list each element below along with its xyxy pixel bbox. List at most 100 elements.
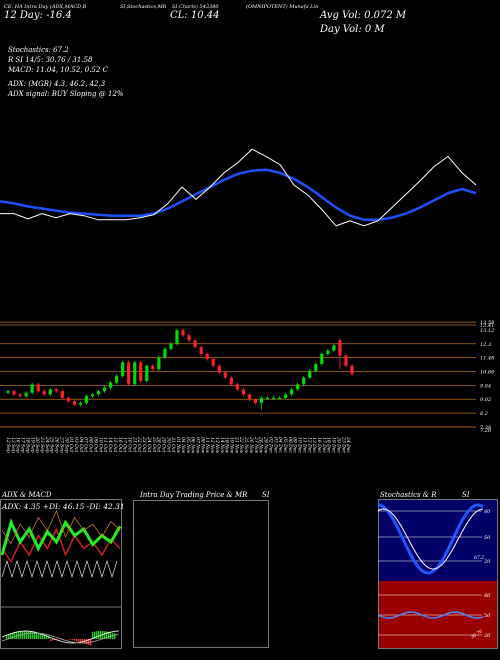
intraday-panel-frame (133, 500, 269, 648)
macd-histogram-bar (46, 635, 48, 639)
date-tick-label: 19 Sep (29, 437, 35, 453)
macd-histogram-bar (82, 639, 84, 644)
candle-body (241, 389, 245, 395)
candle-body (54, 389, 58, 392)
date-tick-label: 01 Oct (68, 437, 74, 452)
stochastics-panel-title-suffix: SI (462, 491, 470, 499)
date-tick-label: 11 Oct (102, 437, 108, 452)
date-tick-label: 17 Dec (321, 437, 327, 453)
candle-body (199, 347, 203, 354)
macd-histogram-bar (36, 632, 38, 639)
date-axis: 12 Sep 13 Sep 16 Sep 17 Sep 18 Sep 19 Sep 20 S… (5, 436, 351, 454)
candle-body (265, 397, 270, 400)
date-tick-label: 31 Oct (170, 437, 176, 452)
macd-histogram-bar (106, 631, 108, 639)
date-tick-label: 23 Dec (340, 436, 346, 453)
candle-body (139, 362, 143, 381)
candle-body (223, 372, 227, 378)
rsi-readout: R SI 14/5: 30.76 / 31.58 (8, 56, 93, 64)
macd-histogram-bar (108, 631, 110, 639)
price-line-chart (0, 148, 477, 227)
date-tick-label: 07 Nov (195, 437, 201, 454)
candle-body (163, 348, 167, 358)
date-tick-label: 25 Nov (243, 436, 249, 454)
stochastics-k-line (378, 503, 484, 575)
rsi-tick: 80 (484, 593, 491, 599)
date-tick-label: 03 Dec (272, 437, 278, 453)
macd-histogram-bar (48, 636, 50, 639)
date-tick-label: 10 Oct (97, 437, 103, 452)
candle-body (332, 345, 336, 351)
macd-line (1, 630, 120, 644)
minus-di-line (1, 527, 121, 563)
date-tick-label: 30 Sep (63, 437, 69, 453)
macd-histogram-bar (114, 633, 116, 639)
date-tick-label: 29 Oct (161, 436, 167, 452)
macd-histogram-bar (96, 631, 98, 639)
macd-histogram-bar (80, 639, 82, 643)
candle-body (314, 364, 318, 371)
date-tick-label: 24 Sep (44, 436, 50, 453)
date-tick-label: 19 Dec (331, 437, 337, 453)
candle-body (308, 370, 312, 378)
stochastics-tick: 80 (484, 509, 491, 515)
candle-body (96, 391, 101, 395)
candle-body (127, 362, 131, 385)
close-price-label: CL: 10.44 (170, 10, 220, 21)
macd-histogram-bar (28, 631, 30, 639)
macd-signal-line (1, 632, 120, 644)
macd-histogram-bar (52, 639, 54, 641)
date-tick-label: 11 Dec (301, 437, 307, 453)
date-tick-label: 07 Oct (83, 437, 89, 452)
date-tick-label: 02 Dec (267, 437, 273, 453)
macd-histogram-bar (88, 639, 90, 646)
date-tick-label: 05 Nov (185, 437, 191, 454)
date-tick-label: 18 Nov (224, 437, 230, 454)
macd-histogram-bar (38, 633, 40, 639)
header-title-part-3: SI,Charts) 543380 (172, 4, 219, 10)
date-tick-label: 09 Oct (93, 437, 99, 452)
date-tick-label: 11 Nov (204, 437, 210, 454)
candle-body (157, 357, 161, 370)
macd-histogram-bar (10, 633, 12, 639)
macd-histogram-bar (92, 631, 94, 639)
macd-histogram-bar (44, 635, 46, 639)
date-tick-label: 06 Nov (190, 437, 196, 454)
macd-histogram-bar (30, 631, 32, 639)
date-tick-label: 18 Dec (326, 437, 332, 453)
macd-histogram-bar (86, 639, 88, 645)
macd-histogram-bar (22, 631, 24, 639)
macd-histogram-bar (14, 632, 16, 639)
day-volume-label: Day Vol: 0 M (320, 24, 385, 35)
price-axis-tick: 11.48 (480, 356, 494, 362)
date-tick-label: 27 Nov (253, 436, 259, 454)
candle-body (6, 391, 10, 393)
price-axis-tick: 13.58 (480, 320, 494, 326)
avg-volume-label: Avg Vol: 0.072 M (320, 10, 407, 21)
date-tick-label: 15 Oct (112, 437, 118, 452)
date-tick-label: 23 Sep (39, 436, 45, 453)
price-axis-tick: 7.20 (480, 428, 492, 434)
adx-signal-readout: ADX signal: BUY Sloping @ 12% (8, 90, 124, 98)
candle-body (84, 396, 89, 403)
date-tick-label: 09 Dec (292, 437, 298, 453)
candle-body (187, 335, 191, 341)
macd-histogram-bar (70, 639, 72, 640)
date-tick-label: 17 Sep (20, 437, 26, 453)
moving-average-line (0, 168, 477, 222)
candle-body (205, 353, 209, 359)
candle-body (66, 397, 70, 402)
intraday-panel-title: Intra Day Trading Price & MR (140, 491, 248, 499)
date-tick-label: 17 Oct (122, 437, 128, 452)
date-tick-label: 13 Dec (311, 437, 317, 453)
date-tick-label: 05 Dec (282, 437, 288, 453)
price-axis-tick: 9.84 (480, 383, 491, 389)
stochastics-tick: 20 (483, 559, 491, 565)
header-title-part-4: (OMNIPOTENT) Munafa Lin (246, 4, 319, 10)
date-tick-label: 28 Nov (258, 436, 264, 454)
candle-body (133, 362, 137, 385)
macd-histogram-bar (94, 631, 96, 639)
stochastics-panel-frame (378, 499, 498, 649)
macd-histogram-bar (6, 635, 8, 639)
macd-histogram-bar (40, 633, 42, 639)
